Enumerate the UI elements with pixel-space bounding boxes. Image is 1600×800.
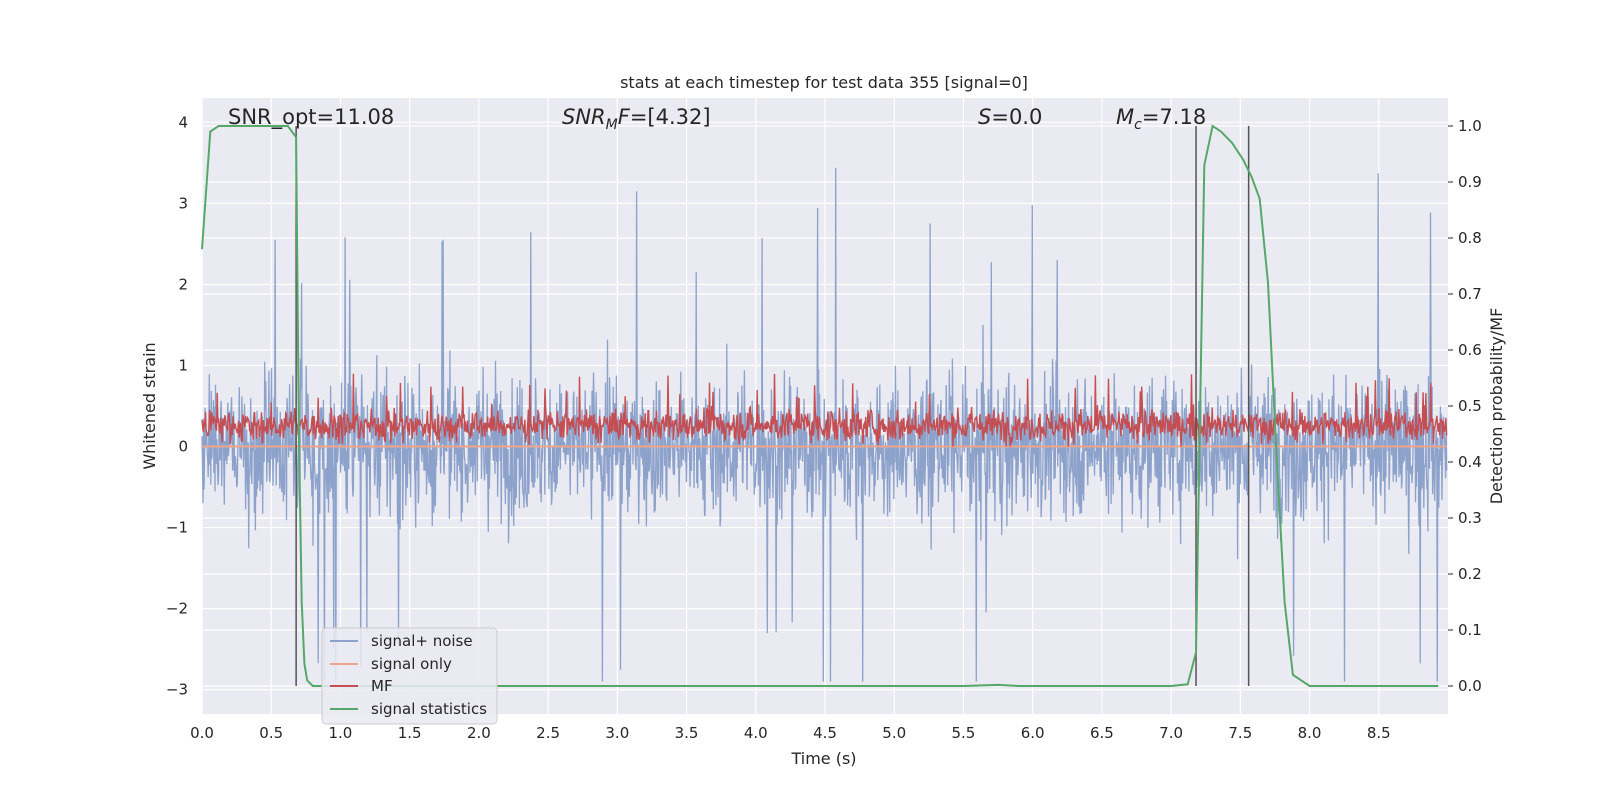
x-tick-label: 8.5 <box>1367 724 1391 742</box>
legend-box <box>321 627 498 725</box>
y-right-tick-label: 0.1 <box>1458 621 1482 639</box>
y-axis-right-label: Detection probability/MF <box>1487 308 1506 505</box>
x-tick-label: 7.0 <box>1159 724 1183 742</box>
legend-label-mf: MF <box>371 677 393 695</box>
x-tick-label: 3.0 <box>605 724 629 742</box>
y-right-tick-label: 0.4 <box>1458 453 1482 471</box>
legend-label-signal-noise: signal+ noise <box>371 632 473 650</box>
y-tick-label: −3 <box>166 681 188 699</box>
mc-annotation: Mc=7.18 <box>1116 105 1206 133</box>
x-axis-label: Time (s) <box>790 749 856 768</box>
y-right-tick-label: 0.3 <box>1458 509 1482 527</box>
y-tick-label: −1 <box>166 519 188 537</box>
legend: signal+ noise signal only MF signal stat… <box>321 627 498 725</box>
x-tick-label: 8.0 <box>1298 724 1322 742</box>
y-right-tick-label: 0.7 <box>1458 285 1482 303</box>
x-tick-label: 3.5 <box>675 724 699 742</box>
signal-noise-series <box>201 167 1448 682</box>
x-tick-label: 6.0 <box>1021 724 1045 742</box>
x-tick-label: 5.5 <box>952 724 976 742</box>
snr-mf-annotation: SNRMF=[4.32] <box>562 105 711 133</box>
x-tick-label: 4.0 <box>744 724 768 742</box>
y-tick-label: 0 <box>178 438 188 456</box>
x-tick-label: 5.0 <box>882 724 906 742</box>
legend-label-signal-only: signal only <box>371 655 452 673</box>
y-tick-label: 2 <box>178 275 188 293</box>
y-axis-label: Whitened strain <box>140 342 159 469</box>
y-right-tick-label: 0.2 <box>1458 565 1482 583</box>
y-right-tick-label: 0.5 <box>1458 397 1482 415</box>
y-right-tick-label: 0.8 <box>1458 229 1482 247</box>
y-right-tick-label: 0.9 <box>1458 173 1482 191</box>
s-annotation: S=0.0 <box>978 105 1042 129</box>
x-tick-label: 0.5 <box>259 724 283 742</box>
signal-noise-line <box>201 167 1448 682</box>
chart-title: stats at each timestep for test data 355… <box>620 73 1028 92</box>
tick-labels: 0.0 0.5 1.0 1.5 2.0 2.5 3.0 3.5 4.0 4.5 5.0 5.5 6.0 6… <box>166 113 1482 742</box>
y-tick-label: −2 <box>166 600 188 618</box>
y-tick-label: 4 <box>178 113 188 131</box>
x-tick-label: 2.0 <box>467 724 491 742</box>
x-tick-label: 1.0 <box>329 724 353 742</box>
x-tick-label: 2.5 <box>536 724 560 742</box>
x-tick-label: 0.0 <box>190 724 214 742</box>
y-tick-label: 1 <box>178 356 188 374</box>
y-right-tick-label: 0.6 <box>1458 341 1482 359</box>
y-tick-label: 3 <box>178 194 188 212</box>
x-tick-label: 4.5 <box>813 724 837 742</box>
x-tick-label: 1.5 <box>398 724 422 742</box>
mf-line <box>201 373 1448 447</box>
x-tick-label: 6.5 <box>1090 724 1114 742</box>
y-right-tick-label: 0.0 <box>1458 677 1482 695</box>
signal-statistics-line <box>201 124 1439 687</box>
legend-label-signal-statistics: signal statistics <box>371 700 487 718</box>
snr-opt-annotation: SNR_opt=11.08 <box>228 105 394 130</box>
mf-series <box>201 373 1448 447</box>
x-tick-label: 7.5 <box>1228 724 1252 742</box>
signal-statistics-series <box>201 124 1439 687</box>
y-right-tick-label: 1.0 <box>1458 117 1482 135</box>
